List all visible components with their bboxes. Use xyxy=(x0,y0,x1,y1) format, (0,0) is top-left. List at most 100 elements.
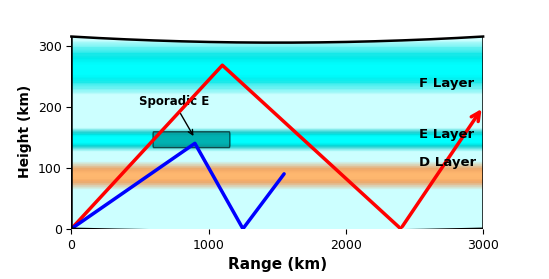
Bar xyxy=(71,67,483,68)
Text: D Layer: D Layer xyxy=(418,156,476,169)
Bar xyxy=(71,137,483,138)
Bar xyxy=(71,41,483,42)
Bar xyxy=(71,149,483,150)
Bar xyxy=(71,178,483,179)
Bar xyxy=(71,48,483,49)
Bar xyxy=(71,142,483,143)
Bar xyxy=(71,164,483,165)
Bar xyxy=(71,174,483,175)
Bar xyxy=(71,165,483,166)
Bar xyxy=(71,133,483,134)
Bar xyxy=(71,60,483,61)
Bar xyxy=(71,54,483,55)
Bar xyxy=(71,176,483,177)
Text: E Layer: E Layer xyxy=(418,128,474,141)
Bar xyxy=(71,180,483,181)
Bar xyxy=(71,71,483,72)
Bar xyxy=(71,70,483,71)
Bar xyxy=(71,60,483,61)
Bar xyxy=(71,171,483,172)
Y-axis label: Height (km): Height (km) xyxy=(18,85,32,178)
Bar xyxy=(71,73,483,74)
Bar xyxy=(71,144,483,145)
Bar xyxy=(71,181,483,182)
Bar xyxy=(71,82,483,83)
Bar xyxy=(71,183,483,184)
Bar xyxy=(71,90,483,91)
Bar xyxy=(71,62,483,63)
Bar xyxy=(71,167,483,168)
Bar xyxy=(71,136,483,137)
Bar xyxy=(71,59,483,60)
FancyBboxPatch shape xyxy=(153,132,230,148)
Bar xyxy=(71,65,483,66)
Bar xyxy=(71,88,483,89)
Bar xyxy=(71,143,483,144)
Bar xyxy=(71,68,483,69)
Bar xyxy=(71,59,483,60)
Bar xyxy=(71,139,483,140)
Bar xyxy=(71,71,483,72)
X-axis label: Range (km): Range (km) xyxy=(228,257,327,272)
Bar xyxy=(71,130,483,131)
Bar xyxy=(71,85,483,86)
Bar xyxy=(71,181,483,182)
Bar xyxy=(71,58,483,59)
Bar xyxy=(71,72,483,73)
Bar xyxy=(71,140,483,141)
Bar xyxy=(71,67,483,68)
Bar xyxy=(71,56,483,57)
Bar xyxy=(71,187,483,188)
Bar xyxy=(71,76,483,77)
Bar xyxy=(71,168,483,169)
Bar xyxy=(71,134,483,135)
Bar xyxy=(71,62,483,63)
Bar xyxy=(71,148,483,149)
Bar xyxy=(71,77,483,78)
Bar xyxy=(71,176,483,177)
Bar xyxy=(71,61,483,62)
Bar xyxy=(71,52,483,53)
Bar xyxy=(71,70,483,71)
Bar xyxy=(71,173,483,174)
Bar xyxy=(71,75,483,76)
Bar xyxy=(71,68,483,69)
Bar xyxy=(71,163,483,164)
Bar xyxy=(71,170,483,171)
Bar xyxy=(71,139,483,140)
Bar xyxy=(71,128,483,129)
Bar xyxy=(71,47,483,48)
Bar xyxy=(71,168,483,169)
Bar xyxy=(71,57,483,58)
Bar xyxy=(71,74,483,75)
Bar xyxy=(71,184,483,185)
Bar xyxy=(71,79,483,80)
Polygon shape xyxy=(71,37,483,231)
Bar xyxy=(71,63,483,64)
Bar xyxy=(71,133,483,134)
Bar xyxy=(71,144,483,145)
Bar xyxy=(71,45,483,46)
Bar xyxy=(71,129,483,130)
Bar xyxy=(71,173,483,174)
Bar xyxy=(71,66,483,67)
Bar xyxy=(71,77,483,78)
Bar xyxy=(71,147,483,148)
Bar xyxy=(71,179,483,180)
Bar xyxy=(71,66,483,67)
Text: F Layer: F Layer xyxy=(418,77,474,90)
Bar xyxy=(71,135,483,136)
Bar xyxy=(71,49,483,50)
Bar xyxy=(71,185,483,186)
Bar xyxy=(71,132,483,133)
Bar xyxy=(71,140,483,141)
Bar xyxy=(71,55,483,56)
Bar xyxy=(71,80,483,81)
Bar xyxy=(71,172,483,173)
Bar xyxy=(71,73,483,74)
Bar xyxy=(71,84,483,85)
Bar xyxy=(71,81,483,82)
Bar xyxy=(71,138,483,139)
Bar xyxy=(71,134,483,135)
Bar xyxy=(71,142,483,143)
